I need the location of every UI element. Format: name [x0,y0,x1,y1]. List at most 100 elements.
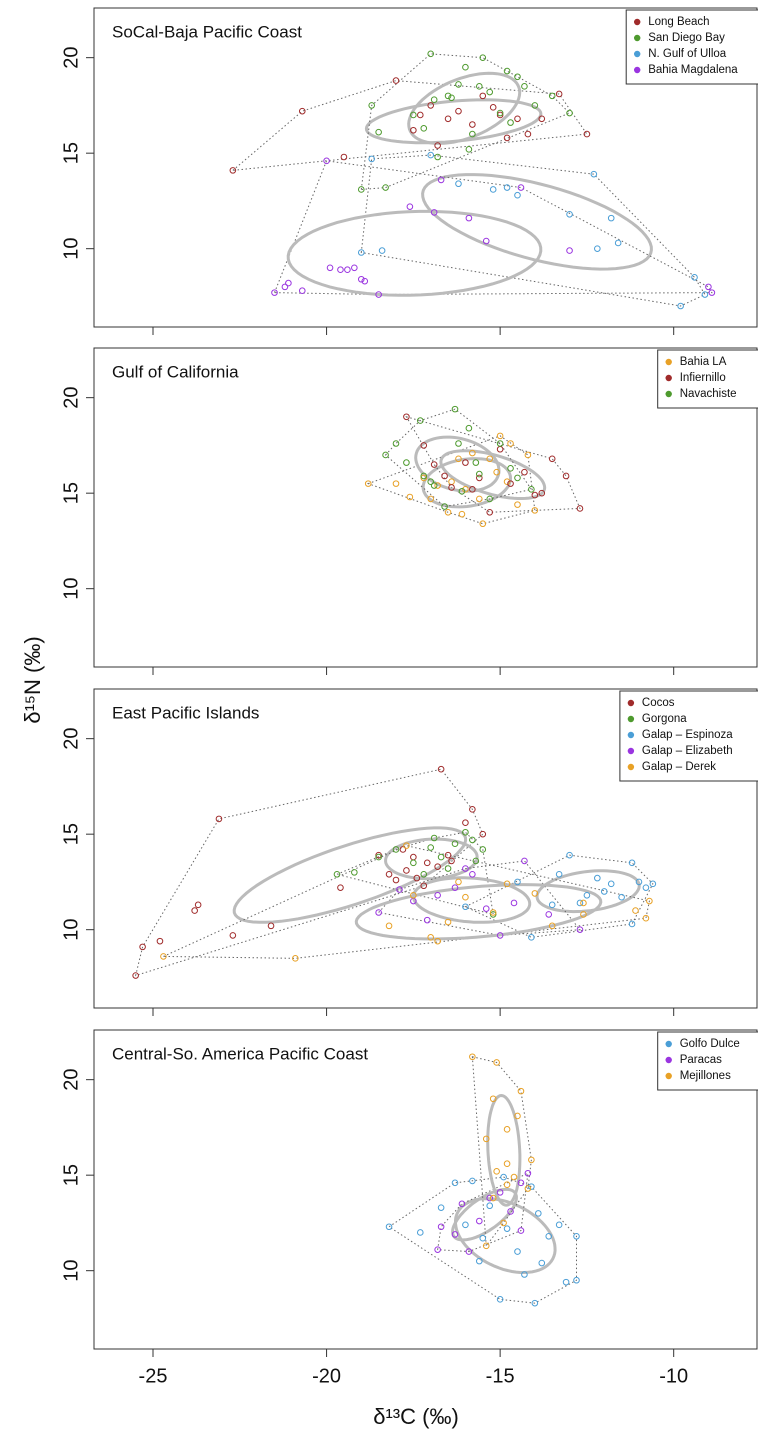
point [514,73,521,81]
point [503,880,511,888]
point [538,489,546,497]
point [545,911,553,918]
point [555,1221,563,1229]
y-tick-label: 20 [60,1069,82,1091]
y-tick-label: 15 [60,823,82,845]
point [396,886,403,893]
legend-label: Galap – Elizabeth [642,745,733,757]
point [507,1208,514,1215]
point [486,508,494,516]
legend-label: San Diego Bay [648,32,725,44]
legend-label: Bahia LA [680,356,727,368]
point [566,851,573,859]
point [503,478,511,486]
point [531,507,539,514]
point [618,893,625,901]
point [503,1181,511,1189]
legend-swatch [665,1072,672,1080]
point [548,455,556,463]
legend-label: Golfo Dulce [680,1038,740,1050]
legend-label: Navachiste [680,388,737,400]
point [479,54,487,61]
point [423,859,431,867]
y-tick-label: 10 [60,919,82,941]
point [437,1223,445,1231]
point [528,1156,535,1164]
point [444,851,452,859]
sea-ellipse [421,173,653,271]
sea-ellipse [354,883,603,941]
point [385,922,393,930]
panel: East Pacific Islands 10 15 20 Cocos Gorgona Ga… [60,688,758,1016]
point [573,1232,580,1240]
point [507,465,514,472]
convex-hull [360,154,706,307]
point [451,884,459,891]
point [469,121,476,128]
point [333,870,341,878]
y-tick-label: 20 [60,47,82,69]
legend-label: N. Gulf of Ulloa [648,48,727,60]
point [465,424,473,432]
point [430,209,438,216]
point [517,1087,525,1095]
x-tick-label: -20 [312,1365,341,1387]
point [524,130,532,138]
point [496,932,504,939]
point [462,865,469,872]
point [476,1217,483,1225]
point [403,459,410,466]
legend-swatch [627,731,635,739]
convex-hull [335,831,494,916]
point [385,870,393,878]
sea-ellipse [535,869,641,914]
point [465,214,473,222]
point [489,1194,497,1202]
point [528,486,535,493]
point [406,203,414,210]
point [364,480,372,487]
point [462,819,469,827]
point [229,932,237,939]
point [458,487,466,495]
y-tick-label: 15 [60,142,82,164]
point [298,107,306,115]
y-tick-label: 10 [60,1260,82,1282]
point [548,92,556,100]
legend-label: Infiernillo [680,372,726,384]
point [337,266,344,273]
legend-swatch [634,34,641,42]
point [434,142,441,149]
point [479,520,487,528]
point [420,125,428,132]
point [503,67,511,75]
y-axis-label: δ¹⁵N (‰) [20,636,45,723]
point [521,1271,528,1278]
point [489,911,497,918]
point [580,899,587,907]
point [472,857,480,865]
point [462,828,469,836]
point [458,510,466,518]
point [628,859,636,867]
plot-frame [93,347,758,668]
point [444,508,452,516]
convex-hull [405,415,581,513]
point [503,1225,511,1232]
point [524,1169,532,1177]
point [139,943,146,951]
point [496,440,504,447]
point [469,1053,476,1061]
point [392,440,400,447]
point [517,184,525,191]
point [646,897,653,905]
point [420,442,428,449]
point [298,287,306,295]
legend-label: Galap – Derek [642,761,716,773]
point [635,878,643,886]
point [476,495,483,503]
convex-hull [366,435,536,525]
point [455,878,462,886]
point [351,264,358,272]
point [448,94,455,102]
